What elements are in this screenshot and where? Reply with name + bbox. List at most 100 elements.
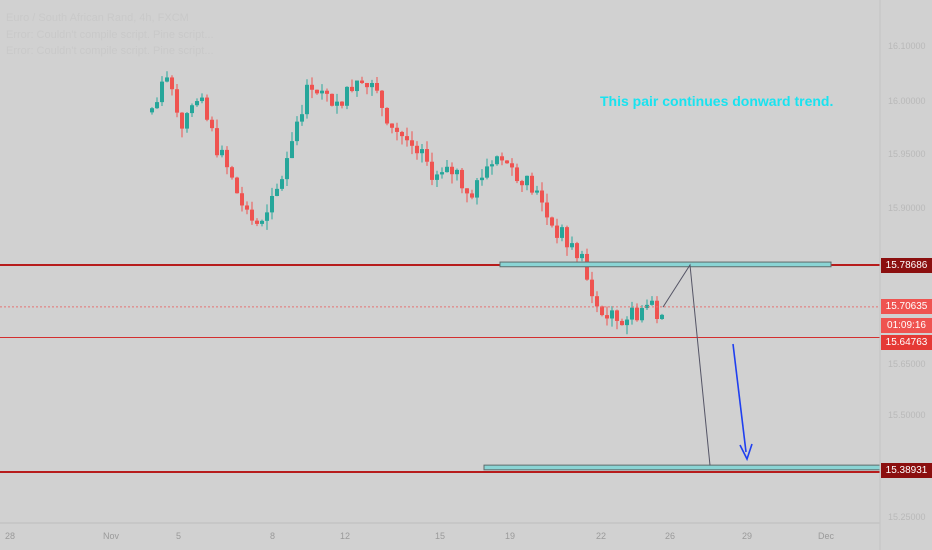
candle bbox=[565, 225, 569, 256]
candle bbox=[375, 77, 379, 94]
candle bbox=[475, 177, 479, 205]
candle bbox=[590, 271, 594, 304]
down-arrow-shaft[interactable] bbox=[732, 343, 747, 453]
x-tick-label: 15 bbox=[435, 531, 446, 541]
candle bbox=[570, 236, 574, 250]
y-tick-label: 15.90000 bbox=[888, 203, 926, 213]
candle bbox=[525, 175, 529, 191]
x-tick-label: 22 bbox=[596, 531, 607, 541]
candle bbox=[605, 306, 609, 326]
candle bbox=[385, 107, 389, 126]
candles-layer bbox=[150, 71, 664, 335]
y-tick-label: 16.10000 bbox=[888, 41, 926, 51]
x-tick-label: Dec bbox=[818, 531, 835, 541]
candle bbox=[435, 170, 439, 187]
projection-path[interactable] bbox=[662, 263, 711, 466]
candle bbox=[395, 122, 399, 141]
candle bbox=[240, 186, 244, 212]
candle bbox=[295, 116, 299, 146]
lower-zone[interactable] bbox=[483, 464, 881, 471]
candle bbox=[630, 301, 634, 325]
candle bbox=[540, 182, 544, 212]
candle bbox=[365, 82, 369, 95]
price-tag-target: 15.38931 bbox=[881, 463, 932, 478]
x-tick-label: 12 bbox=[340, 531, 351, 541]
candle bbox=[400, 130, 404, 145]
x-tick-label: 8 bbox=[270, 531, 276, 541]
candle bbox=[235, 176, 239, 194]
legend-error-2: Error: Couldn't compile script. Pine scr… bbox=[6, 45, 214, 57]
candle bbox=[505, 160, 509, 164]
candle bbox=[600, 305, 604, 317]
candle bbox=[190, 103, 194, 118]
candle bbox=[450, 162, 454, 184]
legend-title: Euro / South African Rand, 4h, FXCM bbox=[6, 12, 189, 24]
y-tick-label: 15.95000 bbox=[888, 149, 926, 159]
candle bbox=[195, 98, 199, 107]
candle bbox=[305, 79, 309, 119]
projection-layer bbox=[662, 263, 753, 466]
candle bbox=[170, 75, 174, 96]
candle bbox=[610, 306, 614, 327]
candle bbox=[550, 216, 554, 228]
x-tick-label: 5 bbox=[176, 531, 182, 541]
candle bbox=[175, 83, 179, 118]
candle bbox=[340, 101, 344, 109]
candle bbox=[425, 141, 429, 166]
candle bbox=[635, 303, 639, 322]
candle bbox=[580, 250, 584, 262]
candle bbox=[495, 155, 499, 166]
candle bbox=[415, 141, 419, 160]
candle bbox=[300, 104, 304, 126]
candle bbox=[410, 131, 414, 155]
upper-zone[interactable] bbox=[499, 261, 832, 268]
candle bbox=[260, 219, 264, 227]
zones-layer bbox=[483, 261, 881, 471]
candle bbox=[290, 132, 294, 159]
price-tag-support: 15.64763 bbox=[881, 335, 932, 350]
price-tag-resistance: 15.78686 bbox=[881, 258, 932, 273]
candle bbox=[245, 201, 249, 215]
price-tag-current: 15.70635 bbox=[881, 299, 932, 314]
candle bbox=[655, 296, 659, 324]
candle bbox=[185, 111, 189, 133]
candle bbox=[310, 77, 314, 99]
x-tick-label: 26 bbox=[665, 531, 676, 541]
candle bbox=[575, 241, 579, 265]
candle bbox=[595, 291, 599, 313]
price-tag-countdown: 01:09:16 bbox=[881, 318, 932, 333]
candle bbox=[660, 313, 664, 320]
candle bbox=[155, 97, 159, 109]
y-tick-label: 15.65000 bbox=[888, 359, 926, 369]
candle bbox=[510, 158, 514, 176]
candle bbox=[640, 305, 644, 323]
candle bbox=[380, 89, 384, 117]
y-tick-label: 15.25000 bbox=[888, 512, 926, 522]
candle bbox=[650, 296, 654, 306]
candle bbox=[150, 107, 154, 115]
candle bbox=[500, 152, 504, 166]
candle bbox=[230, 165, 234, 180]
candle bbox=[360, 76, 364, 85]
candle bbox=[460, 168, 464, 194]
candle bbox=[430, 152, 434, 186]
candle bbox=[345, 86, 349, 110]
candle bbox=[330, 93, 334, 107]
candle bbox=[545, 193, 549, 225]
candle bbox=[490, 160, 494, 175]
x-tick-label: 28 bbox=[5, 531, 16, 541]
candle bbox=[615, 309, 619, 330]
candle bbox=[455, 168, 459, 181]
candle bbox=[160, 76, 164, 106]
candle bbox=[390, 123, 394, 134]
candle bbox=[210, 116, 214, 132]
candle bbox=[275, 183, 279, 197]
candle bbox=[520, 179, 524, 193]
candle bbox=[255, 218, 259, 227]
candle bbox=[625, 316, 629, 335]
legend-error-1: Error: Couldn't compile script. Pine scr… bbox=[6, 29, 214, 41]
candle bbox=[200, 93, 204, 104]
candle bbox=[220, 145, 224, 158]
candle bbox=[420, 143, 424, 163]
